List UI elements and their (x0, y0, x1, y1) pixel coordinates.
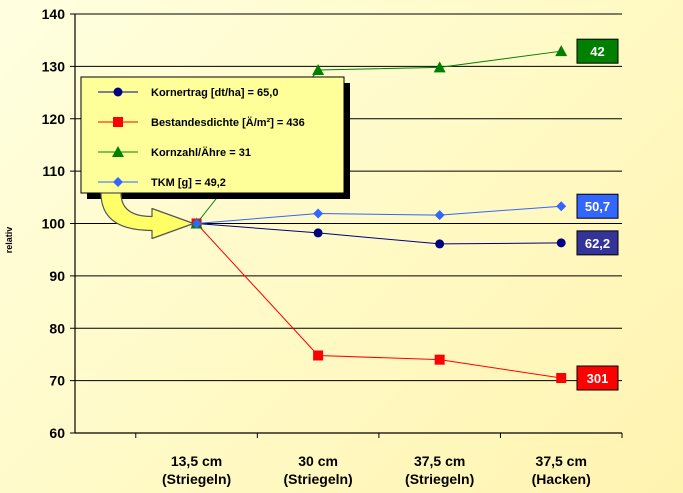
end-label-box (576, 193, 619, 219)
legend-marker (113, 87, 123, 97)
legend-marker (113, 117, 123, 127)
end-label-box (576, 365, 619, 391)
end-label-box (576, 38, 619, 64)
legend-marker (112, 146, 124, 157)
arrow-shape (100, 192, 195, 240)
x-tick-label: 13,5 cm (171, 453, 222, 469)
y-tick-labels: 60 70 80 90 100 110 120 130 140 (42, 6, 66, 441)
x-tick-label: 37,5 cm (414, 453, 465, 469)
x-tick-label: (Striegeln) (283, 471, 352, 487)
data-point (556, 201, 567, 212)
x-tick-label: (Striegeln) (405, 471, 474, 487)
series-line (196, 223, 562, 245)
end-label-text: 301 (587, 371, 609, 386)
legend-label: TKM [g] = 49,2 (151, 177, 226, 189)
x-tick-label: 30 cm (298, 453, 338, 469)
y-tick-label: 140 (42, 6, 66, 22)
legend-label: Kornertrag [dt/ha] = 65,0 (151, 87, 278, 99)
data-point (555, 45, 568, 57)
end-label-text: 50,7 (585, 199, 610, 214)
end-label-box (576, 230, 619, 256)
legend-label: Bestandesdichte [Ä/m²] = 436 (151, 116, 305, 129)
y-tick-label: 80 (49, 320, 65, 336)
y-tick-label: 90 (49, 268, 65, 284)
data-point (556, 238, 566, 248)
legend-label: Kornzahl/Ähre = 31 (151, 146, 251, 159)
axes (70, 13, 623, 438)
series-line (196, 223, 562, 379)
end-label-text: 42 (590, 44, 604, 59)
series-line (196, 205, 562, 224)
legend-box (80, 76, 345, 194)
legend: Kornertrag [dt/ha] = 65,0 Bestandesdichte… (80, 76, 350, 199)
x-tick-label: (Striegeln) (162, 471, 231, 487)
end-labels: 62,2 301 42 50,7 (576, 38, 619, 391)
y-axis-label: relativ (4, 227, 14, 254)
series-group (190, 45, 568, 384)
data-point (312, 64, 325, 76)
data-point (556, 373, 567, 384)
y-tick-label: 130 (42, 58, 66, 74)
y-tick-label: 120 (42, 111, 66, 127)
x-tick-label: 37,5 cm (536, 453, 587, 469)
legend-pointer-arrow (100, 192, 195, 240)
data-point (434, 354, 445, 365)
y-tick-label: 110 (42, 163, 65, 179)
data-point (435, 239, 445, 249)
x-tick-label: (Hacken) (532, 471, 591, 487)
x-tick-labels: 13,5 cm (Striegeln) 30 cm (Striegeln) 37,5 c… (162, 453, 591, 487)
data-point (433, 61, 446, 73)
data-point (434, 210, 445, 221)
data-point (313, 208, 324, 219)
y-tick-label: 70 (49, 373, 65, 389)
data-point (313, 228, 323, 238)
legend-marker (113, 177, 123, 187)
y-tick-label: 60 (49, 425, 65, 441)
data-point (313, 350, 324, 361)
end-label-text: 62,2 (585, 236, 610, 251)
data-point (191, 218, 202, 229)
y-tick-label: 100 (42, 216, 66, 232)
